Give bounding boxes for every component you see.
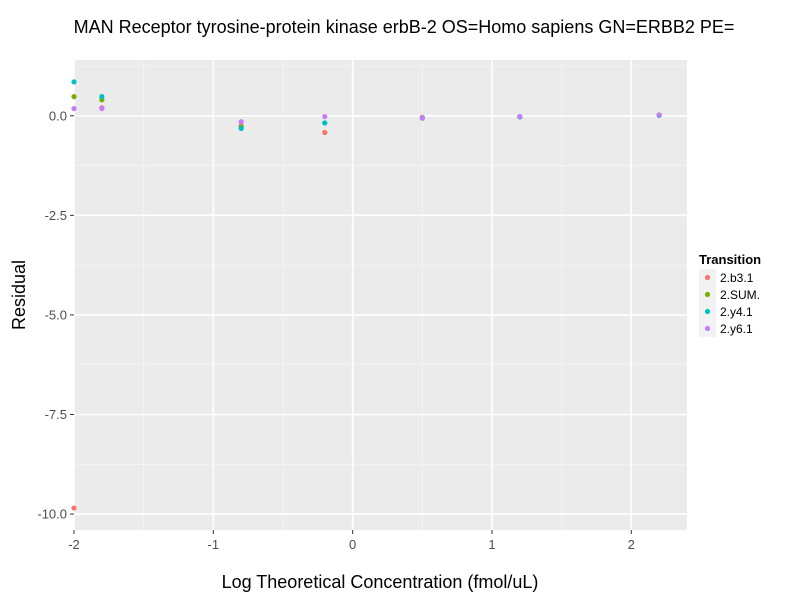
data-point: [71, 105, 77, 112]
legend-marker: [704, 274, 711, 281]
legend-marker: [704, 308, 711, 315]
legend-label: 2.y4.1: [720, 305, 753, 319]
x-tick-label: -2: [68, 537, 80, 552]
legend: Transition 2.b3.1 2.SUM. 2.y4.1 2.y6.1: [699, 252, 761, 337]
y-tick-label: -7.5: [45, 407, 67, 422]
x-tick-label: 2: [628, 537, 635, 552]
data-point: [419, 115, 425, 121]
x-axis-title: Log Theoretical Concentration (fmol/uL): [222, 572, 539, 592]
plot-panel: [74, 60, 687, 530]
y-tick-label: -2.5: [45, 208, 67, 223]
legend-label: 2.SUM.: [720, 288, 760, 302]
data-point: [238, 119, 244, 125]
data-points: [71, 79, 662, 511]
grid-major: [73, 60, 687, 530]
data-point: [99, 94, 105, 100]
data-point: [322, 129, 328, 136]
data-point: [322, 113, 328, 120]
legend-label: 2.y6.1: [720, 322, 753, 336]
legend-marker: [704, 325, 711, 332]
y-tick-label: 0.0: [49, 108, 67, 123]
y-axis: 0.0 -2.5 -5.0 -7.5 -10.0: [37, 108, 74, 522]
data-point: [71, 505, 77, 511]
data-point: [656, 112, 662, 118]
chart-title: MAN Receptor tyrosine-protein kinase erb…: [74, 17, 735, 37]
x-axis: -2 -1 0 1 2: [68, 530, 635, 552]
x-tick-label: -1: [208, 537, 220, 552]
data-point: [238, 125, 244, 132]
y-tick-label: -5.0: [45, 307, 67, 322]
x-tick-label: 0: [349, 537, 356, 552]
data-point: [99, 105, 105, 112]
legend-title: Transition: [699, 252, 761, 267]
y-axis-title: Residual: [9, 260, 29, 330]
data-point: [322, 120, 328, 126]
grid-minor: [74, 60, 687, 530]
data-point: [71, 94, 77, 100]
legend-marker: [704, 291, 711, 298]
data-point: [71, 79, 77, 85]
x-tick-label: 1: [488, 537, 495, 552]
data-point: [517, 113, 523, 120]
y-tick-label: -10.0: [37, 507, 67, 522]
legend-label: 2.b3.1: [720, 271, 754, 285]
